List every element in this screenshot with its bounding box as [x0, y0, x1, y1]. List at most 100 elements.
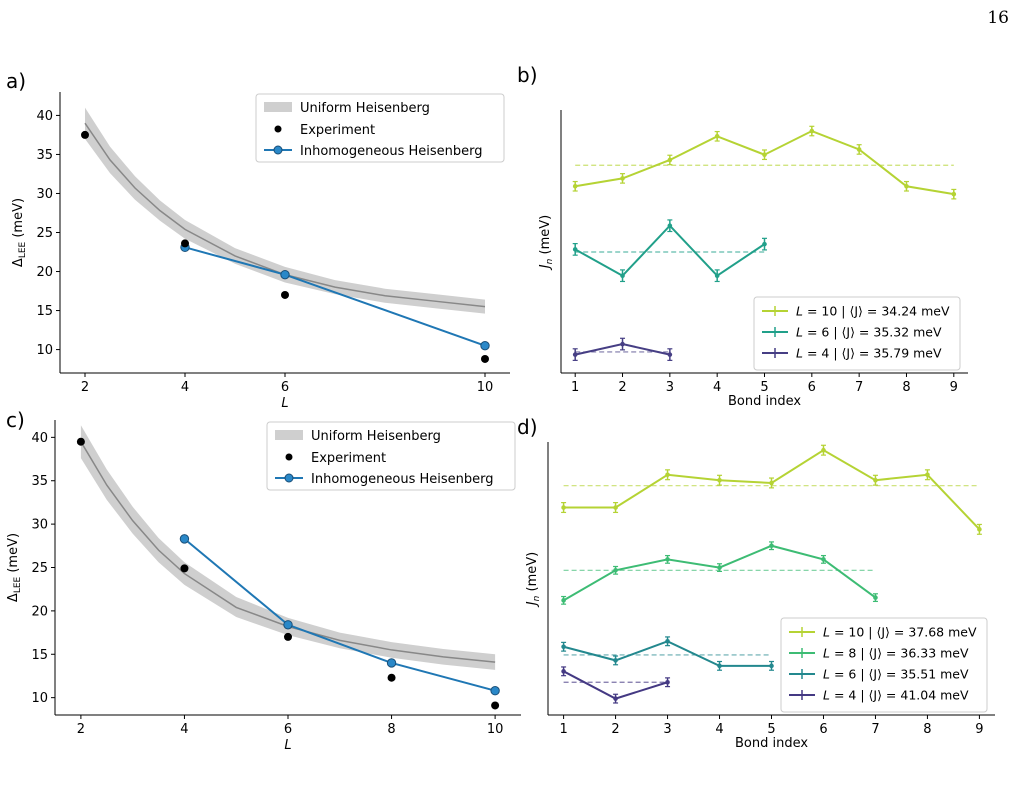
inhomogeneous-heisenberg-point	[386, 658, 397, 668]
y-tick-label: 25	[36, 226, 53, 241]
y-tick-label: 30	[36, 187, 53, 202]
experiment-point	[81, 130, 89, 139]
x-tick-label: 9	[975, 722, 983, 737]
data-point-L6	[620, 273, 625, 278]
data-point-L10	[714, 134, 720, 139]
experiment-point	[180, 564, 189, 573]
data-point-L10	[904, 183, 909, 189]
data-point-L8	[665, 557, 670, 562]
data-point-L10	[925, 472, 930, 478]
legend-label-L10: L = 10 | ⟨J⟩ = 37.68 meV	[823, 625, 977, 640]
data-point-L10	[613, 505, 618, 510]
data-point-L8	[769, 543, 774, 549]
legend-label-L8: L = 8 | ⟨J⟩ = 36.33 meV	[823, 646, 969, 661]
data-point-L4	[613, 696, 618, 701]
data-point-L10	[572, 183, 578, 189]
legend-swatch-uniform	[275, 430, 303, 440]
data-point-L4	[620, 341, 625, 347]
legend-label-experiment: Experiment	[311, 451, 386, 466]
x-tick-label: 6	[284, 722, 292, 737]
data-point-L10	[769, 480, 774, 486]
y-tick-label: 35	[31, 474, 48, 489]
data-point-L10	[667, 157, 673, 163]
x-tick-label: 10	[487, 722, 504, 737]
data-point-L10	[821, 447, 826, 453]
data-point-L6	[667, 223, 673, 229]
legend-label-L6: L = 6 | ⟨J⟩ = 35.51 meV	[823, 667, 969, 682]
legend-swatch-inhomogeneous-marker	[284, 473, 294, 483]
page-number: 16	[987, 8, 1009, 28]
legend-swatch-experiment	[274, 125, 282, 133]
x-tick-label: 8	[387, 722, 395, 737]
y-tick-label: 15	[31, 648, 48, 663]
legend-swatch-experiment	[285, 453, 293, 461]
data-point-L4	[667, 352, 673, 357]
data-point-L10	[561, 505, 566, 510]
data-point-L10	[717, 477, 722, 483]
data-point-L4	[561, 669, 566, 674]
experiment-point	[387, 673, 396, 682]
inhomogeneous-heisenberg-point	[280, 269, 290, 280]
y-axis-label: Jn (meV)	[525, 552, 542, 608]
panel-label-a: a)	[6, 69, 26, 93]
x-tick-label: 2	[81, 380, 89, 395]
data-point-L8	[561, 598, 566, 603]
data-point-L6	[613, 658, 618, 663]
legend-box	[753, 296, 961, 371]
inhomogeneous-heisenberg-point	[283, 620, 293, 630]
inhomogeneous-heisenberg-point	[490, 686, 500, 696]
y-tick-label: 35	[36, 148, 53, 163]
legend-label-L6: L = 6 | ⟨J⟩ = 35.32 meV	[796, 325, 942, 340]
inhomogeneous-heisenberg-line	[183, 538, 496, 692]
legend-box	[255, 93, 505, 163]
experiment-point	[76, 437, 85, 446]
y-axis-label: Jn (meV)	[538, 215, 555, 271]
legend-label-L10: L = 10 | ⟨J⟩ = 34.24 meV	[796, 304, 950, 319]
legend-box	[780, 617, 988, 713]
data-point-L10	[809, 128, 815, 134]
data-point-L10	[951, 191, 957, 197]
data-point-L6	[714, 273, 720, 278]
y-axis-label: ΔLEE (meV)	[11, 198, 28, 267]
data-point-L10	[665, 472, 670, 478]
data-point-L6	[665, 638, 670, 644]
x-tick-label: 4	[181, 380, 189, 395]
series-line-L10	[575, 129, 954, 196]
x-tick-label: 6	[808, 380, 816, 395]
data-point-L8	[717, 565, 722, 570]
data-point-L4	[665, 679, 670, 685]
x-axis-label: L	[281, 396, 288, 411]
panel-label-d: d)	[517, 415, 538, 439]
experiment-point	[284, 632, 292, 641]
legend-label-experiment: Experiment	[300, 123, 375, 138]
legend-label-L4: L = 4 | ⟨J⟩ = 35.79 meV	[796, 346, 942, 361]
x-tick-label: 8	[902, 380, 910, 395]
inhomogeneous-heisenberg-point	[179, 534, 190, 544]
data-point-L6	[561, 644, 566, 650]
y-tick-label: 15	[36, 304, 53, 319]
legend-swatch-inhomogeneous-marker	[273, 145, 283, 155]
panel-label-b: b)	[517, 63, 538, 87]
x-tick-label: 2	[611, 722, 619, 737]
x-tick-label: 2	[618, 380, 626, 395]
series-line-L6	[574, 224, 766, 277]
data-point-L8	[821, 557, 826, 562]
data-point-L10	[762, 152, 767, 158]
experiment-point	[181, 239, 189, 248]
data-point-L6	[762, 241, 767, 247]
y-tick-label: 30	[31, 518, 48, 533]
uniform-heisenberg-line	[84, 122, 486, 308]
y-tick-label: 10	[36, 343, 53, 358]
x-tick-label: 4	[713, 380, 721, 395]
x-tick-label: 4	[180, 722, 188, 737]
x-tick-label: 7	[871, 722, 879, 737]
x-axis-label: Bond index	[735, 736, 808, 751]
series-line-L10	[563, 449, 981, 531]
data-point-L10	[977, 527, 982, 532]
y-tick-label: 40	[36, 109, 53, 124]
experiment-point	[491, 701, 500, 710]
data-point-L6	[572, 247, 578, 252]
x-tick-label: 5	[760, 380, 768, 395]
series-line-L8	[563, 544, 877, 602]
y-tick-label: 40	[31, 431, 48, 446]
